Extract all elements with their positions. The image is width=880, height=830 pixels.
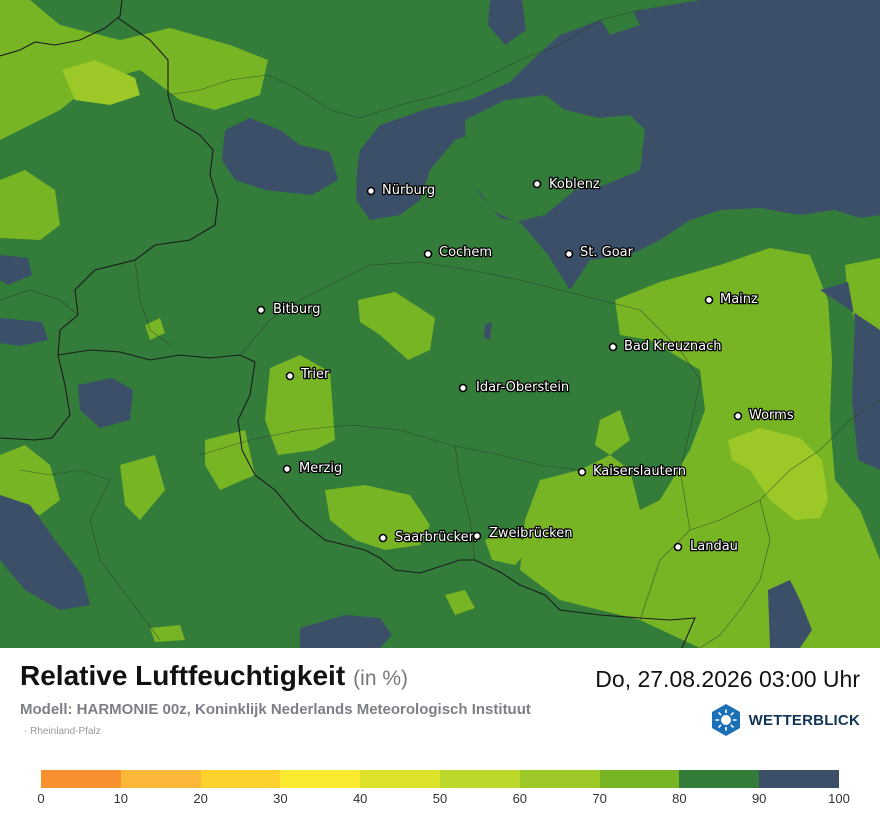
legend-swatch: [280, 770, 361, 788]
city-label: Zweibrücken: [489, 526, 572, 541]
wetterblick-logo[interactable]: WETTERBLICK: [709, 703, 860, 737]
regional-boundaries: [0, 9, 880, 648]
city-worms[interactable]: Worms: [733, 407, 795, 424]
legend-swatch: [200, 770, 281, 788]
legend-swatch: [360, 770, 440, 788]
city-landau[interactable]: Landau: [673, 538, 739, 555]
city-dot: [472, 531, 482, 541]
city-label: Landau: [690, 539, 738, 554]
city-trier[interactable]: Trier: [285, 366, 331, 383]
city-bitburg[interactable]: Bitburg: [256, 301, 322, 318]
city-dot: [256, 305, 266, 315]
legend-tick-label: 40: [352, 791, 368, 806]
city-kaiserslautern[interactable]: Kaiserslautern: [577, 463, 687, 480]
legend-swatch: [759, 770, 839, 788]
city-dot: [673, 542, 683, 552]
legend-swatch: [439, 770, 520, 788]
humidity-zones-60-70: [62, 60, 828, 520]
city-label: Trier: [300, 367, 330, 382]
city-st-goar[interactable]: St. Goar: [564, 244, 635, 261]
legend-tick-label: 90: [751, 791, 767, 806]
color-legend: [41, 770, 839, 788]
region-label: · Rheinland-Pfalz: [24, 726, 101, 737]
city-label: St. Goar: [580, 245, 634, 260]
city-bad-kreuznach[interactable]: Bad Kreuznach: [608, 338, 723, 355]
city-merzig[interactable]: Merzig: [282, 460, 344, 477]
legend-swatch: [519, 770, 600, 788]
legend-swatch: [679, 770, 760, 788]
legend-tick-label: 100: [828, 791, 850, 806]
city-dot: [532, 179, 542, 189]
city-dot: [378, 533, 388, 543]
city-dot: [564, 249, 574, 259]
city-label: Nürburg: [382, 183, 435, 198]
humidity-zones-70-80: [0, 0, 880, 648]
brand-name: WETTERBLICK: [748, 711, 860, 729]
legend-tick-label: 50: [432, 791, 448, 806]
city-dot: [704, 295, 714, 305]
legend-tick-label: 10: [113, 791, 129, 806]
legend-tick-label: 80: [672, 791, 687, 806]
city-label: Mainz: [720, 292, 758, 307]
legend-tick-label: 70: [592, 791, 607, 806]
legend-tick-label: 20: [193, 791, 208, 806]
legend-swatch: [599, 770, 680, 788]
city-zweibruecken[interactable]: Zweibrücken: [472, 525, 574, 542]
city-dot: [733, 411, 743, 421]
city-label: Koblenz: [549, 177, 600, 192]
city-label: Merzig: [299, 461, 342, 476]
city-dot: [423, 249, 433, 259]
city-idar-oberstein[interactable]: Idar-Oberstein: [458, 379, 570, 396]
map-footer: Relative Luftfeuchtigkeit (in %) Do, 27.0…: [0, 648, 880, 830]
legend-ticks: 0 10 20 30 40 50 60 70 80 90 100: [37, 791, 849, 807]
legend-tick-label: 60: [512, 791, 528, 806]
city-nuerburg[interactable]: Nürburg: [366, 182, 436, 199]
model-info: Modell: HARMONIE 00z, Koninklijk Nederla…: [20, 701, 531, 718]
city-dot: [282, 464, 292, 474]
city-label: Worms: [749, 408, 794, 423]
humidity-islands-80-90: [465, 5, 645, 222]
forecast-datetime: Do, 27.08.2026 03:00 Uhr: [595, 666, 860, 692]
city-markers: Nürburg Koblenz Cochem St. Goar Mainz Bi…: [256, 176, 795, 555]
city-cochem[interactable]: Cochem: [423, 244, 493, 261]
title-text: Relative Luftfeuchtigkeit: [20, 660, 346, 691]
city-koblenz[interactable]: Koblenz: [532, 176, 601, 193]
city-label: Saarbrücken: [395, 530, 477, 545]
legend-swatch: [41, 770, 121, 788]
city-mainz[interactable]: Mainz: [704, 291, 759, 308]
city-dot: [366, 186, 376, 196]
city-dot: [285, 371, 295, 381]
city-label: Bitburg: [273, 302, 321, 317]
city-label: Bad Kreuznach: [624, 339, 722, 354]
legend-swatch: [120, 770, 201, 788]
borders: [0, 0, 696, 648]
city-dot: [608, 342, 618, 352]
city-dot: [577, 467, 587, 477]
sun-hexagon-icon: [711, 704, 740, 736]
humidity-map[interactable]: Nürburg Koblenz Cochem St. Goar Mainz Bi…: [0, 0, 880, 648]
legend-tick-label: 0: [37, 791, 45, 806]
city-label: Kaiserslautern: [593, 464, 686, 479]
city-label: Idar-Oberstein: [476, 380, 569, 395]
city-dot: [458, 383, 468, 393]
city-label: Cochem: [439, 245, 492, 260]
legend-tick-label: 30: [273, 791, 288, 806]
unit-label: (in %): [353, 667, 409, 690]
city-saarbruecken[interactable]: Saarbrücken: [378, 529, 478, 546]
map-title: Relative Luftfeuchtigkeit (in %): [20, 660, 408, 692]
